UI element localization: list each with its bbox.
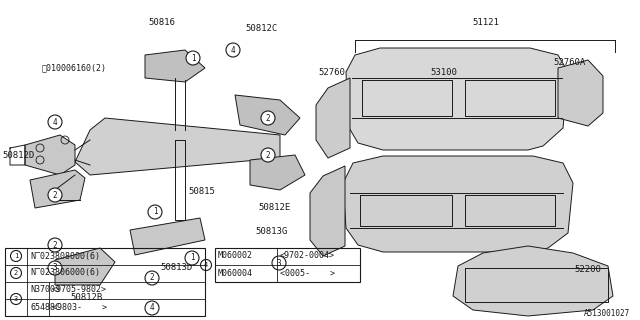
Text: 50813D: 50813D <box>160 263 192 273</box>
Text: 1: 1 <box>189 253 195 262</box>
Circle shape <box>148 205 162 219</box>
Circle shape <box>10 293 22 305</box>
Text: 52760: 52760 <box>318 68 345 76</box>
Text: A513001027: A513001027 <box>584 308 630 317</box>
Text: 51121: 51121 <box>472 18 499 27</box>
Text: 4: 4 <box>204 262 208 268</box>
Text: M060002: M060002 <box>218 252 253 260</box>
Polygon shape <box>346 48 568 150</box>
Text: 52200: 52200 <box>574 266 601 275</box>
Text: <9803-    >: <9803- > <box>52 302 107 311</box>
Polygon shape <box>250 155 305 190</box>
Text: 4: 4 <box>230 45 236 54</box>
Text: Ⓑ010006160(2): Ⓑ010006160(2) <box>42 63 107 73</box>
Text: 4: 4 <box>150 303 154 313</box>
Text: 50816: 50816 <box>148 18 175 27</box>
Polygon shape <box>30 170 85 208</box>
Circle shape <box>186 51 200 65</box>
Text: 3: 3 <box>14 296 18 302</box>
Text: 2: 2 <box>14 270 18 276</box>
Text: 53100: 53100 <box>430 68 457 76</box>
Polygon shape <box>55 248 115 285</box>
Text: 65488C: 65488C <box>30 302 60 311</box>
Polygon shape <box>453 246 613 316</box>
Text: 50813G: 50813G <box>255 228 287 236</box>
Bar <box>215 248 360 282</box>
Polygon shape <box>145 50 205 82</box>
Text: M060004: M060004 <box>218 268 253 277</box>
Text: 2: 2 <box>52 241 58 250</box>
Text: 50812D: 50812D <box>2 150 35 159</box>
Circle shape <box>10 251 22 261</box>
Polygon shape <box>75 118 280 175</box>
Circle shape <box>261 111 275 125</box>
Circle shape <box>48 261 62 275</box>
Text: 1: 1 <box>153 207 157 217</box>
Text: 52760A: 52760A <box>553 58 585 67</box>
Text: 2: 2 <box>266 150 270 159</box>
Circle shape <box>48 188 62 202</box>
Circle shape <box>10 268 22 278</box>
Circle shape <box>185 251 199 265</box>
Text: N̅023808000(6): N̅023808000(6) <box>30 252 100 260</box>
Circle shape <box>200 260 211 270</box>
Text: 4: 4 <box>52 117 58 126</box>
Polygon shape <box>130 218 205 255</box>
Polygon shape <box>310 166 345 256</box>
Circle shape <box>48 115 62 129</box>
Text: <9705-9802>: <9705-9802> <box>52 285 107 294</box>
Circle shape <box>145 271 159 285</box>
Polygon shape <box>343 156 573 252</box>
Text: N37003: N37003 <box>30 285 60 294</box>
Polygon shape <box>316 78 350 158</box>
Circle shape <box>272 256 286 270</box>
Text: N̅023806000(6): N̅023806000(6) <box>30 268 100 277</box>
Polygon shape <box>558 60 603 126</box>
Text: 1: 1 <box>14 253 18 259</box>
Text: 3: 3 <box>276 259 282 268</box>
Text: 50812E: 50812E <box>258 204 291 212</box>
Polygon shape <box>25 135 75 175</box>
Circle shape <box>226 43 240 57</box>
Text: 2: 2 <box>52 190 58 199</box>
Text: 50812C: 50812C <box>245 23 277 33</box>
Text: 50815: 50815 <box>188 188 215 196</box>
Bar <box>5 248 205 316</box>
Text: 3: 3 <box>52 263 58 273</box>
Text: <0005-    >: <0005- > <box>280 268 335 277</box>
Circle shape <box>145 301 159 315</box>
Text: 1: 1 <box>191 53 195 62</box>
Circle shape <box>48 238 62 252</box>
Text: 2: 2 <box>150 274 154 283</box>
Text: 50812B: 50812B <box>70 293 102 302</box>
Circle shape <box>261 148 275 162</box>
Text: 2: 2 <box>266 114 270 123</box>
Polygon shape <box>235 95 300 135</box>
Text: <9702-0004>: <9702-0004> <box>280 252 335 260</box>
